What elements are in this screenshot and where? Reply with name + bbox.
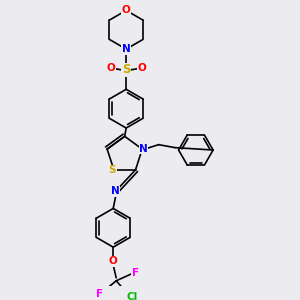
Text: N: N <box>139 143 148 154</box>
Text: O: O <box>109 256 118 266</box>
Text: O: O <box>137 64 146 74</box>
Text: Cl: Cl <box>126 292 137 300</box>
Text: O: O <box>106 64 115 74</box>
Text: O: O <box>122 5 130 15</box>
Text: S: S <box>109 165 116 175</box>
Text: N: N <box>111 187 120 196</box>
Text: N: N <box>122 44 130 54</box>
Text: F: F <box>96 289 103 299</box>
Text: F: F <box>132 268 139 278</box>
Text: S: S <box>122 64 130 76</box>
